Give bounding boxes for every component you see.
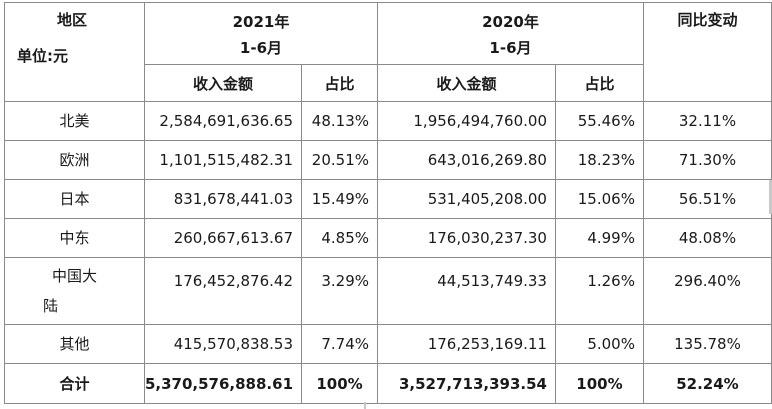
region-cell: 北美 xyxy=(4,101,145,141)
yoy-cell: 71.30% xyxy=(642,140,772,180)
revenue-2020-header: 收入金额 xyxy=(377,64,556,102)
table-row: 北美 2,584,691,636.65 48.13% 1,956,494,760… xyxy=(4,101,772,141)
yoy-cell: 56.51% xyxy=(642,179,772,219)
header-row-years: 地区 单位:元 2021年 1-6月 2020年 1-6月 同比变动 xyxy=(4,2,772,102)
share-2021-header: 占比 xyxy=(301,64,378,102)
unit-header: 单位:元 xyxy=(17,47,68,65)
yoy-cell: 296.40% xyxy=(642,257,772,325)
period-2020-header: 1-6月 xyxy=(489,39,532,57)
table-row: 中东 260,667,613.67 4.85% 176,030,237.30 4… xyxy=(4,218,772,258)
period-2021-header: 1-6月 xyxy=(239,39,283,57)
share-2021-cell: 20.51% xyxy=(301,140,378,180)
yoy-cell: 32.11% xyxy=(642,101,772,141)
revenue-2020-cell: 1,956,494,760.00 xyxy=(377,101,556,141)
region-cell: 中国大 陆 xyxy=(4,257,145,325)
share-2021-cell: 7.74% xyxy=(301,324,378,364)
total-share-2020: 100% xyxy=(554,363,644,404)
total-label: 合计 xyxy=(4,363,145,404)
total-share-2021: 100% xyxy=(301,363,378,404)
header-row-columns: 收入金额 占比 收入金额 占比 xyxy=(5,64,772,102)
table-row: 欧洲 1,101,515,482.31 20.51% 643,016,269.8… xyxy=(4,140,772,180)
revenue-2021-cell: 260,667,613.67 xyxy=(143,218,303,258)
revenue-2020-cell: 643,016,269.80 xyxy=(377,140,556,180)
yoy-cell: 135.78% xyxy=(642,324,772,364)
year-2020-header: 2020年 xyxy=(482,13,539,31)
revenue-2020-cell: 176,030,237.30 xyxy=(377,218,556,258)
share-2020-cell: 55.46% xyxy=(554,101,644,141)
region-cell: 欧洲 xyxy=(4,140,145,180)
share-2020-header: 占比 xyxy=(554,64,644,102)
share-2021-cell: 48.13% xyxy=(301,101,378,141)
share-2021-cell: 15.49% xyxy=(301,179,378,219)
revenue-2021-header: 收入金额 xyxy=(143,64,303,102)
region-cell: 中东 xyxy=(4,218,145,258)
region-cell: 其他 xyxy=(4,324,145,364)
revenue-2021-cell: 1,101,515,482.31 xyxy=(143,140,303,180)
share-2020-cell: 15.06% xyxy=(554,179,644,219)
table-row: 日本 831,678,441.03 15.49% 531,405,208.00 … xyxy=(4,179,772,219)
region-header: 地区 xyxy=(57,11,88,29)
revenue-2020-cell: 44,513,749.33 xyxy=(377,257,556,325)
edge-artifact xyxy=(769,180,772,214)
revenue-2020-cell: 176,253,169.11 xyxy=(377,324,556,364)
region-unit-header-cell: 地区 单位:元 xyxy=(4,2,145,102)
total-row: 合计 5,370,576,888.61 100% 3,527,713,393.5… xyxy=(4,363,772,404)
year-2021-header: 2021年 xyxy=(232,13,290,31)
revenue-2020-cell: 531,405,208.00 xyxy=(377,179,556,219)
share-2020-cell: 4.99% xyxy=(554,218,644,258)
table-row: 其他 415,570,838.53 7.74% 176,253,169.11 5… xyxy=(4,324,772,364)
yoy-cell: 48.08% xyxy=(642,218,772,258)
edge-artifact xyxy=(364,402,366,409)
revenue-by-region-table: 地区 单位:元 2021年 1-6月 2020年 1-6月 同比变动 收入金额 … xyxy=(4,2,772,404)
yoy-header: 同比变动 xyxy=(642,2,772,102)
share-2020-cell: 1.26% xyxy=(554,257,644,325)
share-2021-cell: 4.85% xyxy=(301,218,378,258)
share-2021-cell: 3.29% xyxy=(301,257,378,325)
share-2020-cell: 18.23% xyxy=(554,140,644,180)
year-2021-header-cell: 2021年 1-6月 xyxy=(143,2,379,65)
table-row: 中国大 陆 176,452,876.42 3.29% 44,513,749.33… xyxy=(4,257,772,325)
share-2020-cell: 5.00% xyxy=(554,324,644,364)
total-yoy: 52.24% xyxy=(642,363,772,404)
revenue-2021-cell: 176,452,876.42 xyxy=(143,257,303,325)
revenue-2021-cell: 831,678,441.03 xyxy=(143,179,303,219)
region-cell: 日本 xyxy=(4,179,145,219)
revenue-2021-cell: 415,570,838.53 xyxy=(143,324,303,364)
total-revenue-2021: 5,370,576,888.61 xyxy=(143,363,303,404)
year-2020-header-cell: 2020年 1-6月 xyxy=(377,2,644,65)
total-revenue-2020: 3,527,713,393.54 xyxy=(377,363,556,404)
revenue-2021-cell: 2,584,691,636.65 xyxy=(143,101,303,141)
region-line-1: 中国大 xyxy=(51,267,97,285)
region-line-2: 陆 xyxy=(43,297,59,315)
